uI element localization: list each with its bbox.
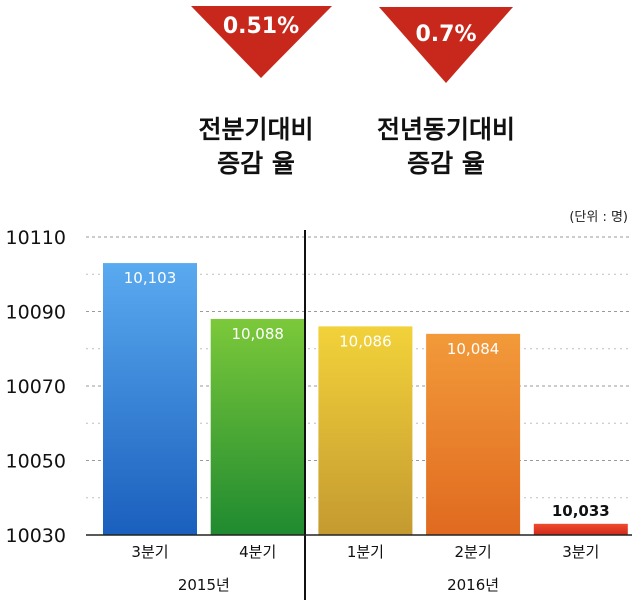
badge-year-triangle	[379, 7, 513, 83]
badge-year-caption-line1: 전년동기대비	[377, 115, 515, 144]
bar-3	[318, 326, 413, 535]
badge-quarter-caption-line2: 증감 율	[217, 149, 295, 178]
unit-note: (단위 : 명)	[569, 210, 628, 225]
badge-quarter-value: 0.51%	[223, 14, 299, 39]
year-groups: 2015년 2016년	[178, 576, 499, 594]
badge-year-caption-line2: 증감 율	[407, 149, 485, 178]
data-labels: 10,103 10,088 10,086 10,084 10,033	[124, 269, 610, 520]
badge-quarter-triangle	[191, 6, 332, 78]
y-tick-label: 10110	[6, 227, 66, 249]
data-label-1: 10,103	[124, 269, 177, 287]
y-tick-label: 10070	[6, 376, 66, 398]
x-axis-ticks: 3분기 4분기 1분기 2분기 3분기	[131, 543, 599, 561]
y-axis-ticks: 10110 10090 10070 10050 10030	[6, 227, 66, 547]
year-label-2: 2016년	[447, 576, 499, 594]
data-label-4: 10,084	[447, 340, 500, 358]
y-tick-label: 10090	[6, 302, 66, 324]
data-label-3: 10,086	[339, 332, 392, 350]
bars	[103, 263, 628, 535]
bar-4	[426, 333, 521, 535]
badge-year-value: 0.7%	[415, 22, 476, 47]
y-tick-label: 10030	[6, 525, 66, 547]
data-label-5: 10,033	[552, 502, 610, 520]
bar-2	[210, 318, 305, 535]
y-tick-label: 10050	[6, 451, 66, 473]
x-tick-label-4: 2분기	[455, 543, 492, 561]
badge-quarter-caption-line1: 전분기대비	[198, 115, 313, 144]
data-label-2: 10,088	[231, 325, 284, 343]
badge-quarter: 0.51% 전분기대비 증감 율	[191, 6, 332, 178]
x-tick-label-2: 4분기	[239, 543, 276, 561]
bar-1	[103, 263, 197, 535]
x-tick-label-5: 3분기	[562, 543, 599, 561]
bar-5	[533, 523, 628, 535]
x-tick-label-1: 3분기	[131, 543, 168, 561]
badge-year: 0.7% 전년동기대비 증감 율	[377, 7, 515, 178]
x-tick-label-3: 1분기	[347, 543, 384, 561]
year-label-1: 2015년	[178, 576, 230, 594]
